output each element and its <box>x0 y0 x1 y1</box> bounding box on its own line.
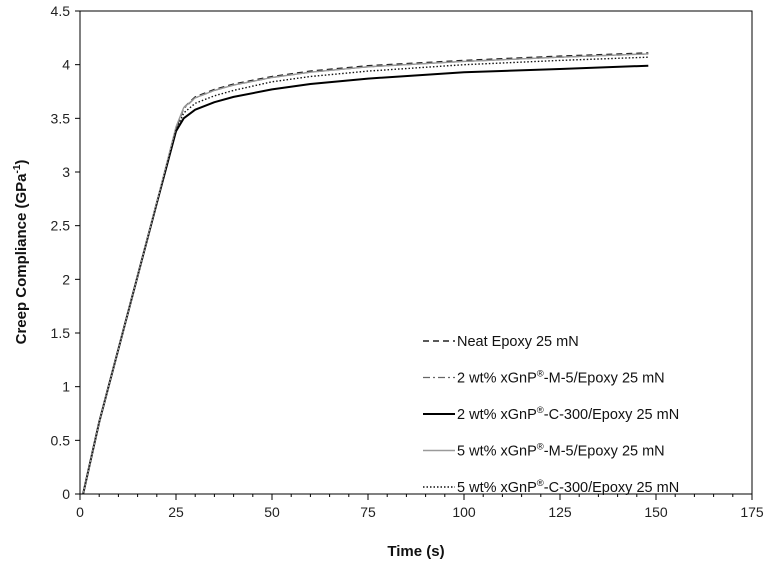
x-tick-label: 175 <box>740 504 764 520</box>
y-tick-label: 1.5 <box>51 325 71 341</box>
legend-entry-5: 5 wt% xGnP®-C-300/Epoxy 25 mN <box>457 478 679 496</box>
x-tick-label: 100 <box>452 504 476 520</box>
y-tick-label: 0.5 <box>51 432 71 448</box>
legend-entry-2: 2 wt% xGnP®-M-5/Epoxy 25 mN <box>457 369 665 387</box>
x-tick-label: 75 <box>360 504 376 520</box>
legend: Neat Epoxy 25 mN 2 wt% xGnP®-M-5/Epoxy 25… <box>423 334 679 496</box>
y-tick-label: 3.5 <box>51 110 71 126</box>
x-tick-label: 150 <box>644 504 668 520</box>
x-tick-label: 50 <box>264 504 280 520</box>
y-tick-label: 4.5 <box>51 3 71 19</box>
tick-labels: 0 25 50 75 100 125 150 175 0 0.5 1 1.5 2 2.5 3 3.5 4 4.5 <box>51 3 764 520</box>
y-tick-label: 0 <box>62 486 70 502</box>
x-tick-label: 125 <box>548 504 572 520</box>
series-line-3 <box>82 64 649 495</box>
legend-entry-4: 5 wt% xGnP®-M-5/Epoxy 25 mN <box>457 442 665 460</box>
y-tick-label: 1 <box>62 379 70 395</box>
series-lines <box>82 52 649 495</box>
y-tick-label: 3 <box>62 164 70 180</box>
x-tick-label: 0 <box>76 504 84 520</box>
y-axis-title-superscript: -1 <box>12 164 23 173</box>
y-axis-title-main: Creep Compliance (GPa <box>13 173 30 345</box>
series-line-1 <box>82 52 649 495</box>
legend-entry-3: 2 wt% xGnP®-C-300/Epoxy 25 mN <box>457 405 679 423</box>
series-line-5 <box>82 56 649 495</box>
y-axis-title-end: ) <box>13 160 30 165</box>
x-axis-title: Time (s) <box>387 543 444 560</box>
y-tick-label: 2.5 <box>51 218 71 234</box>
y-axis-title: Creep Compliance (GPa-1) <box>12 160 30 345</box>
y-tick-label: 4 <box>62 57 70 73</box>
series-line-2 <box>82 53 649 495</box>
y-tick-label: 2 <box>62 271 70 287</box>
axis-ticks <box>75 10 753 500</box>
legend-entry-1: Neat Epoxy 25 mN <box>457 334 579 350</box>
x-tick-label: 25 <box>168 504 184 520</box>
series-line-4 <box>82 53 649 495</box>
plot-area <box>79 10 753 495</box>
